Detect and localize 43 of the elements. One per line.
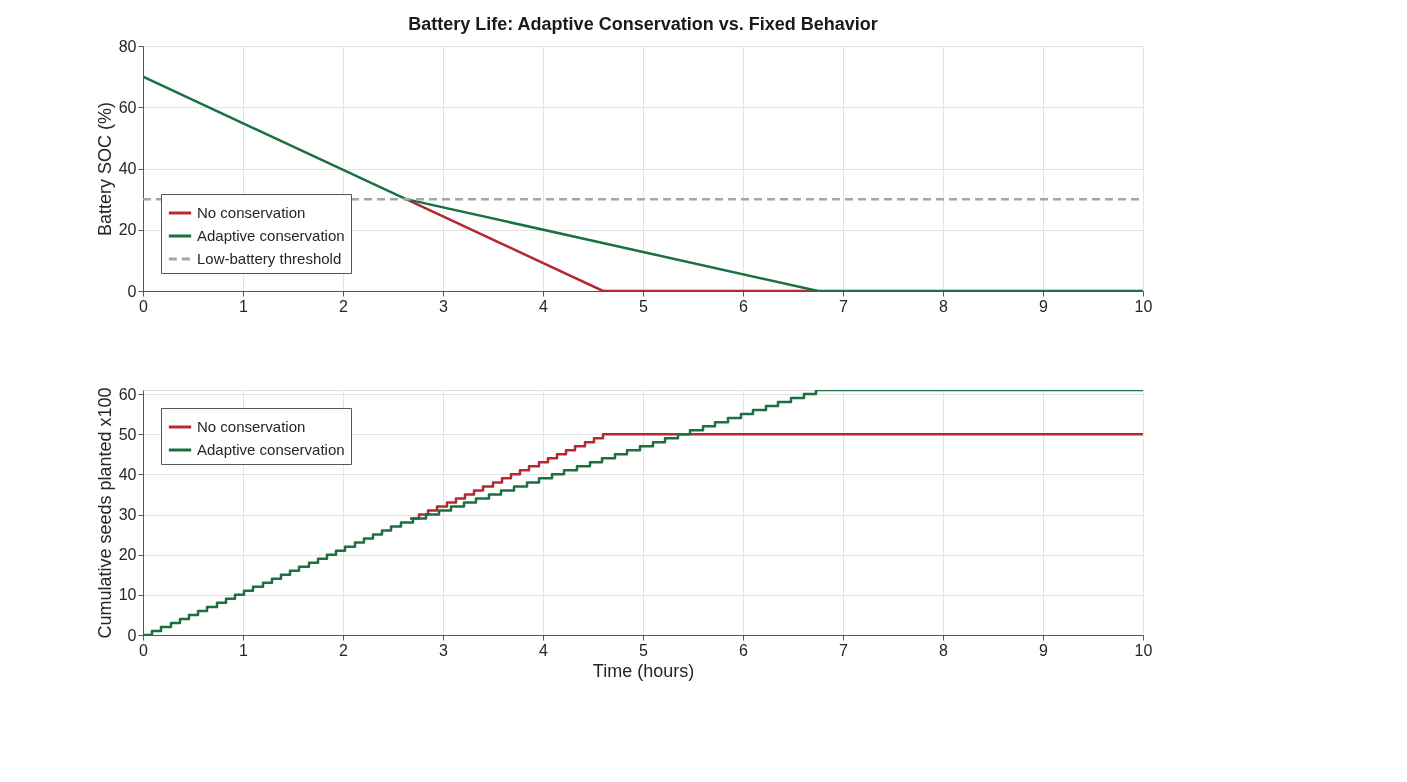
x-tick-label: 6 xyxy=(739,641,749,659)
x-tick-label: 8 xyxy=(939,297,949,315)
x-tick-label: 8 xyxy=(939,641,949,659)
x-tick-label: 7 xyxy=(839,297,849,315)
y-axis-title: Cumulative seeds planted x100 xyxy=(94,387,115,639)
y-tick-label: 30 xyxy=(118,506,137,524)
legend-label: No conservation xyxy=(197,204,306,221)
x-tick-label: 3 xyxy=(439,641,449,659)
x-tick-label: 1 xyxy=(239,297,249,315)
y-tick-label: 40 xyxy=(118,160,137,177)
y-tick-label: 80 xyxy=(118,37,137,55)
x-tick-label: 2 xyxy=(339,297,349,315)
legend-label: Low-battery threshold xyxy=(197,250,342,267)
y-tick-label: 0 xyxy=(127,626,137,644)
x-axis-title: Time (hours) xyxy=(592,660,695,681)
x-tick-label: 5 xyxy=(639,641,649,659)
x-tick-label: 6 xyxy=(739,297,749,315)
x-tick-label: 0 xyxy=(139,641,149,659)
legend-label: Adaptive conservation xyxy=(197,227,345,244)
x-tick-label: 5 xyxy=(639,297,649,315)
x-tick-label: 3 xyxy=(439,297,449,315)
y-tick-label: 20 xyxy=(118,546,137,564)
y-tick-label: 20 xyxy=(118,221,137,239)
x-tick-label: 1 xyxy=(239,641,249,659)
legend-label: No conservation xyxy=(197,418,306,435)
x-tick-label: 10 xyxy=(1134,641,1153,659)
x-tick-label: 4 xyxy=(539,641,549,659)
x-tick-label: 7 xyxy=(839,641,849,659)
x-tick-label: 9 xyxy=(1039,641,1049,659)
y-tick-label: 60 xyxy=(118,385,137,403)
y-tick-label: 60 xyxy=(118,98,137,116)
x-tick-label: 9 xyxy=(1039,297,1049,315)
y-tick-label: 50 xyxy=(118,425,137,443)
x-tick-label: 0 xyxy=(139,297,149,315)
legend-label: Adaptive conservation xyxy=(197,441,345,458)
y-axis-title: Battery SOC (%) xyxy=(94,101,115,237)
y-tick-label: 10 xyxy=(118,586,137,604)
y-tick-label: 40 xyxy=(118,465,137,483)
chart-title: Battery Life: Adaptive Conservation vs. Fixed Behavior xyxy=(408,14,878,34)
x-tick-label: 10 xyxy=(1134,297,1153,315)
x-tick-label: 4 xyxy=(539,297,549,315)
y-tick-label: 0 xyxy=(127,282,137,300)
x-tick-label: 2 xyxy=(339,641,349,659)
